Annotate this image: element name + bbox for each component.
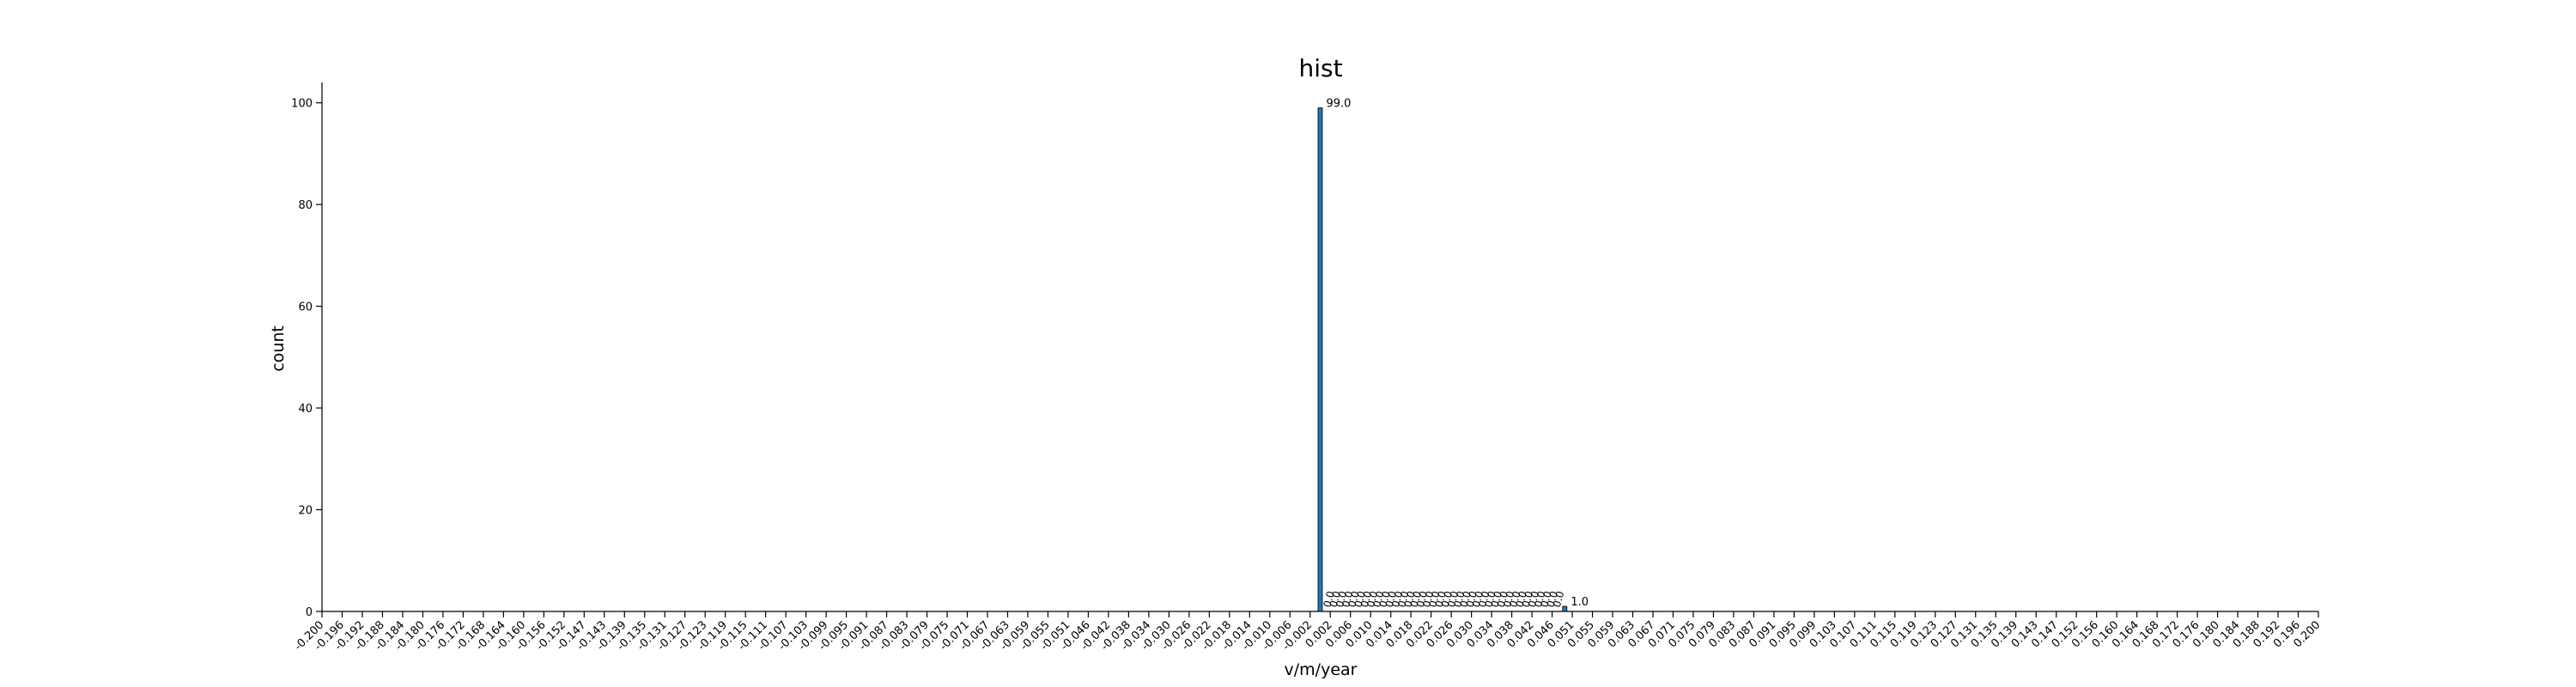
empty-bin-label: 0.0 (1389, 590, 1405, 609)
empty-bin-label: 0.0 (1464, 590, 1479, 609)
empty-bin-label: 0.0 (1377, 590, 1393, 609)
empty-bin-label: 0.0 (1532, 590, 1547, 609)
y-tick-label: 20 (298, 505, 313, 518)
empty-bin-label: 0.0 (1383, 590, 1399, 609)
empty-bin-label: 0.0 (1414, 590, 1430, 609)
empty-bin-label: 0.0 (1439, 590, 1455, 609)
plot-area: 020406080100-0.200-0.196-0.192-0.188-0.1… (291, 82, 2323, 654)
empty-bin-label: 0.0 (1334, 590, 1349, 609)
empty-bin-label: 0.0 (1433, 590, 1449, 609)
empty-bin-label: 0.0 (1507, 590, 1522, 609)
empty-bin-label: 0.0 (1501, 590, 1516, 609)
empty-bin-label: 0.0 (1476, 590, 1492, 609)
empty-bin-label: 0.0 (1489, 590, 1504, 609)
empty-bin-label: 0.0 (1551, 590, 1566, 609)
y-axis-label: count (269, 325, 288, 372)
empty-bin-label: 0.0 (1470, 590, 1485, 609)
y-tick-label: 60 (298, 301, 313, 314)
empty-bin-label: 0.0 (1395, 590, 1411, 609)
empty-bin-label: 0.0 (1495, 590, 1510, 609)
empty-bin-label: 0.0 (1352, 590, 1368, 609)
empty-bin-label: 0.0 (1514, 590, 1529, 609)
histogram-bar (1317, 107, 1323, 612)
empty-bin-label: 0.0 (1482, 590, 1498, 609)
y-tick-label: 100 (291, 98, 313, 111)
bar-value-label: 99.0 (1327, 98, 1352, 111)
empty-bin-label: 0.0 (1457, 590, 1473, 609)
empty-bin-label: 0.0 (1420, 590, 1436, 609)
empty-bin-label: 0.0 (1408, 590, 1424, 609)
empty-bin-label: 0.0 (1545, 590, 1560, 609)
bar-value-label: 1.0 (1571, 596, 1589, 609)
empty-bin-label: 0.0 (1526, 590, 1541, 609)
empty-bin-label: 0.0 (1340, 590, 1355, 609)
empty-bin-label: 0.0 (1451, 590, 1467, 609)
empty-bin-label: 0.0 (1520, 590, 1535, 609)
empty-bin-label: 0.0 (1327, 590, 1343, 609)
y-tick-label: 80 (298, 199, 313, 212)
histogram-bar (1562, 605, 1568, 612)
x-axis-label: v/m/year (1285, 660, 1358, 679)
empty-bin-label: 0.0 (1346, 590, 1361, 609)
y-tick-label: 0 (306, 606, 313, 619)
y-tick-label: 40 (298, 403, 313, 416)
empty-bin-label: 0.0 (1401, 590, 1417, 609)
empty-bin-label: 0.0 (1538, 590, 1553, 609)
empty-bin-label: 0.0 (1364, 590, 1380, 609)
empty-bin-label: 0.0 (1370, 590, 1386, 609)
empty-bin-label: 0.0 (1321, 590, 1336, 609)
empty-bin-label: 0.0 (1445, 590, 1461, 609)
chart-title: hist (1298, 54, 1342, 82)
empty-bin-label: 0.0 (1358, 590, 1374, 609)
empty-bin-label: 0.0 (1426, 590, 1442, 609)
